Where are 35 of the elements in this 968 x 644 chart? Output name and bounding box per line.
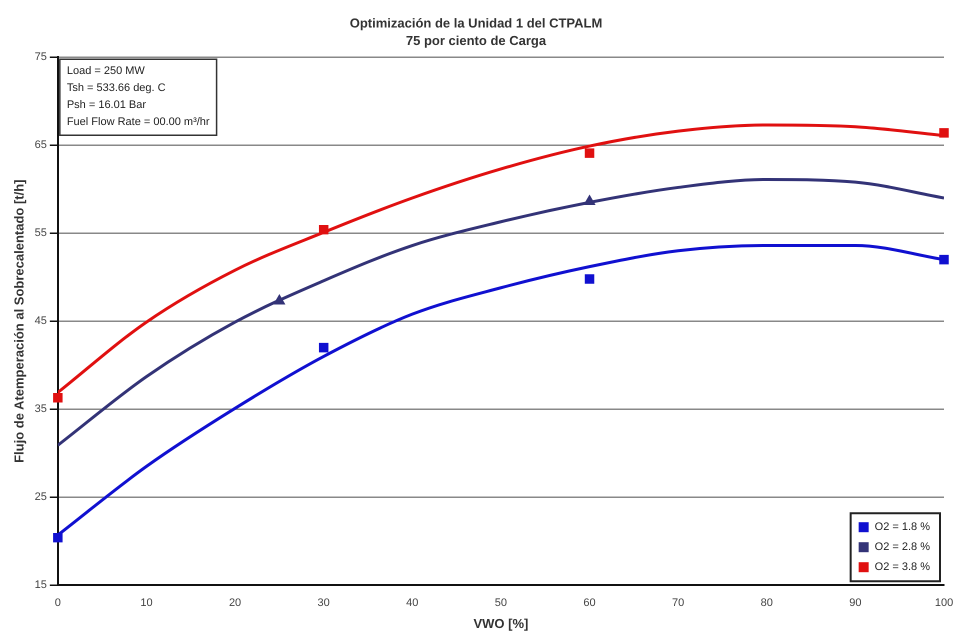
- point: [53, 393, 63, 403]
- legend-label: O2 = 1.8 %: [874, 521, 930, 534]
- legend-label: O2 = 2.8 %: [874, 541, 930, 554]
- x-tick-label: 0: [54, 596, 61, 609]
- x-tick-label: 100: [934, 596, 954, 609]
- x-tick-label: 90: [849, 596, 862, 609]
- x-tick-label: 40: [406, 596, 418, 609]
- y-axis-title: Flujo de Atemperación al Sobrecalentado [t/h]: [11, 179, 26, 463]
- y-tick-label: 55: [34, 227, 47, 240]
- annotation: Psh = 16.01 Bar: [66, 99, 146, 112]
- point: [584, 148, 594, 158]
- x-tick-label: 70: [672, 596, 684, 609]
- y-tick-label: 65: [34, 139, 47, 152]
- point: [53, 532, 63, 542]
- y-tick-label: 35: [34, 403, 47, 416]
- x-tick-label: 10: [140, 596, 153, 609]
- annotation: Fuel Flow Rate = 00.00 m³/hr: [66, 116, 210, 128]
- y-tick-label: 75: [34, 51, 47, 64]
- y-tick-label: 45: [34, 315, 47, 328]
- x-tick-label: 50: [494, 596, 508, 609]
- x-tick-label: 30: [318, 596, 330, 609]
- x-tick-label: 20: [228, 596, 242, 609]
- y-tick-label: 25: [34, 491, 47, 504]
- x-axis-title: VWO [%]: [473, 616, 528, 631]
- chart-subtitle: 75 por ciento de Carga: [406, 32, 547, 48]
- annotation: Load = 250 MW: [66, 65, 146, 78]
- x-tick-label: 80: [760, 596, 773, 609]
- point: [318, 342, 328, 352]
- annotation: Tsh = 533.66 deg. C: [66, 82, 166, 94]
- point: [584, 274, 594, 284]
- line-series: [58, 178, 944, 447]
- chart-title: Optimización de la Unidad 1 del CTPALM: [350, 15, 602, 30]
- x-tick-label: 60: [583, 596, 596, 609]
- legend-label: O2 = 3.8 %: [874, 561, 930, 574]
- y-tick-label: 15: [34, 579, 47, 592]
